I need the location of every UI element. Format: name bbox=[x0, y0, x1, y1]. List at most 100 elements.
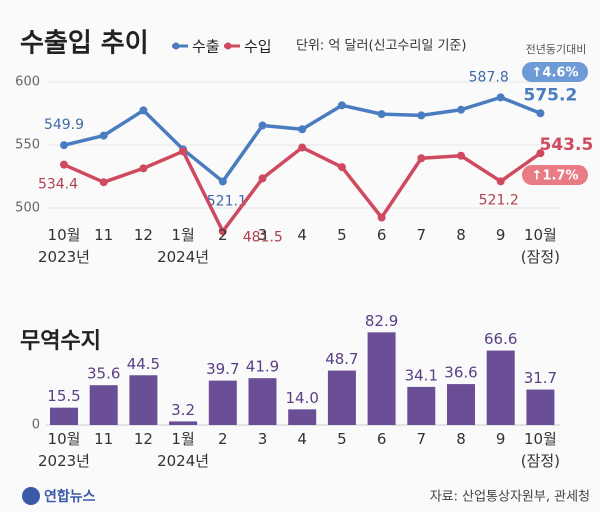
point bbox=[536, 109, 545, 118]
point bbox=[218, 227, 227, 236]
data-label: 15.5 bbox=[47, 387, 80, 405]
point bbox=[99, 178, 108, 187]
change-badge bbox=[522, 165, 588, 185]
x-tick-label: 10월 (잠정) bbox=[520, 430, 561, 470]
change-value: ↑1.7% bbox=[532, 169, 579, 184]
data-label: 35.6 bbox=[87, 365, 120, 383]
point bbox=[377, 213, 386, 222]
y-tick-label: 600 bbox=[15, 75, 40, 90]
data-label: 534.4 bbox=[38, 177, 78, 193]
x-tick-label: 10월 2023년 bbox=[38, 430, 90, 470]
x-tick-label: 1월 2024년 bbox=[157, 226, 210, 266]
bar bbox=[486, 350, 515, 425]
data-label: 36.6 bbox=[444, 364, 477, 382]
x-tick-label: 4 bbox=[297, 430, 307, 448]
bar bbox=[526, 389, 555, 425]
point bbox=[218, 177, 227, 186]
data-label: 39.7 bbox=[206, 360, 239, 378]
unit-note: 단위: 억 달러(신고수리일 기준) bbox=[296, 39, 466, 54]
legend-dot bbox=[172, 42, 180, 50]
x-tick-label: 9 bbox=[495, 430, 506, 448]
legend-label: 수입 bbox=[244, 38, 272, 56]
legend-dot bbox=[224, 42, 232, 50]
data-label: 549.9 bbox=[44, 117, 84, 133]
bar bbox=[89, 385, 118, 425]
data-label: 48.7 bbox=[325, 350, 358, 368]
data-label: 3.2 bbox=[171, 401, 195, 419]
point bbox=[496, 177, 505, 186]
series-line bbox=[63, 95, 542, 184]
bar bbox=[208, 380, 237, 425]
data-label: 543.5 bbox=[540, 135, 594, 155]
data-label: 41.9 bbox=[246, 358, 279, 376]
point bbox=[417, 154, 426, 163]
change-badge bbox=[522, 62, 588, 82]
data-label: 521.2 bbox=[479, 192, 519, 208]
change-label: 전년동기대비 bbox=[526, 43, 587, 56]
bar bbox=[288, 409, 317, 425]
point bbox=[457, 105, 465, 114]
point bbox=[139, 164, 148, 173]
point bbox=[258, 121, 267, 130]
data-label: 481.5 bbox=[243, 229, 283, 245]
bar bbox=[447, 384, 475, 425]
x-tick-label: 3 bbox=[257, 226, 268, 244]
data-label: 14.0 bbox=[285, 389, 318, 407]
data-label: 31.7 bbox=[524, 369, 557, 387]
data-label: 44.5 bbox=[127, 355, 160, 373]
logo: 연합뉴스 bbox=[44, 488, 96, 505]
x-tick-label: 8 bbox=[456, 226, 466, 244]
point bbox=[337, 101, 346, 110]
point bbox=[377, 110, 386, 119]
point bbox=[139, 106, 148, 115]
y-tick-label: 500 bbox=[15, 201, 40, 216]
point bbox=[417, 111, 426, 120]
series-line bbox=[63, 145, 542, 234]
x-tick-label: 11 bbox=[94, 226, 114, 244]
bar bbox=[327, 370, 356, 425]
x-tick-label: 2 bbox=[218, 430, 228, 448]
x-tick-label: 7 bbox=[416, 226, 427, 244]
x-tick-label: 10월 2023년 bbox=[38, 226, 90, 266]
point bbox=[496, 93, 505, 102]
x-tick-label: 3 bbox=[257, 430, 268, 448]
bar bbox=[367, 332, 396, 425]
bar bbox=[50, 407, 78, 425]
x-tick-label: 1월 2024년 bbox=[157, 430, 210, 470]
x-tick-label: 5 bbox=[337, 430, 347, 448]
chart-title: 무역수지 bbox=[20, 329, 101, 354]
point bbox=[298, 143, 307, 152]
source: 자료: 산업통상자원부, 관세청 bbox=[430, 490, 590, 505]
y-tick-label: 0 bbox=[32, 418, 40, 433]
y-tick-label: 550 bbox=[15, 138, 40, 153]
bar bbox=[129, 375, 158, 425]
chart-title: 수출입 추이 bbox=[20, 29, 149, 59]
data-label: 587.8 bbox=[469, 69, 509, 85]
point bbox=[298, 125, 307, 134]
data-label: 66.6 bbox=[484, 330, 517, 348]
data-label: 575.2 bbox=[524, 85, 578, 105]
bar bbox=[169, 421, 198, 425]
x-tick-label: 12 bbox=[133, 430, 153, 448]
point bbox=[60, 141, 68, 150]
point bbox=[179, 147, 188, 156]
x-tick-label: 6 bbox=[376, 226, 387, 244]
data-label: 34.1 bbox=[405, 366, 438, 384]
data-label: 82.9 bbox=[365, 312, 398, 330]
legend-label: 수출 bbox=[192, 38, 220, 56]
x-tick-label: 7 bbox=[416, 430, 427, 448]
x-tick-label: 2 bbox=[218, 226, 228, 244]
logo-icon bbox=[22, 487, 40, 505]
x-tick-label: 12 bbox=[133, 226, 153, 244]
x-tick-label: 9 bbox=[495, 226, 506, 244]
x-tick-label: 11 bbox=[94, 430, 114, 448]
x-tick-label: 8 bbox=[456, 430, 466, 448]
x-tick-label: 5 bbox=[337, 226, 347, 244]
point bbox=[60, 160, 68, 169]
point bbox=[258, 174, 267, 183]
x-tick-label: 4 bbox=[297, 226, 307, 244]
data-label: 521.1 bbox=[207, 193, 247, 209]
point bbox=[337, 163, 346, 172]
x-tick-label: 6 bbox=[376, 430, 387, 448]
